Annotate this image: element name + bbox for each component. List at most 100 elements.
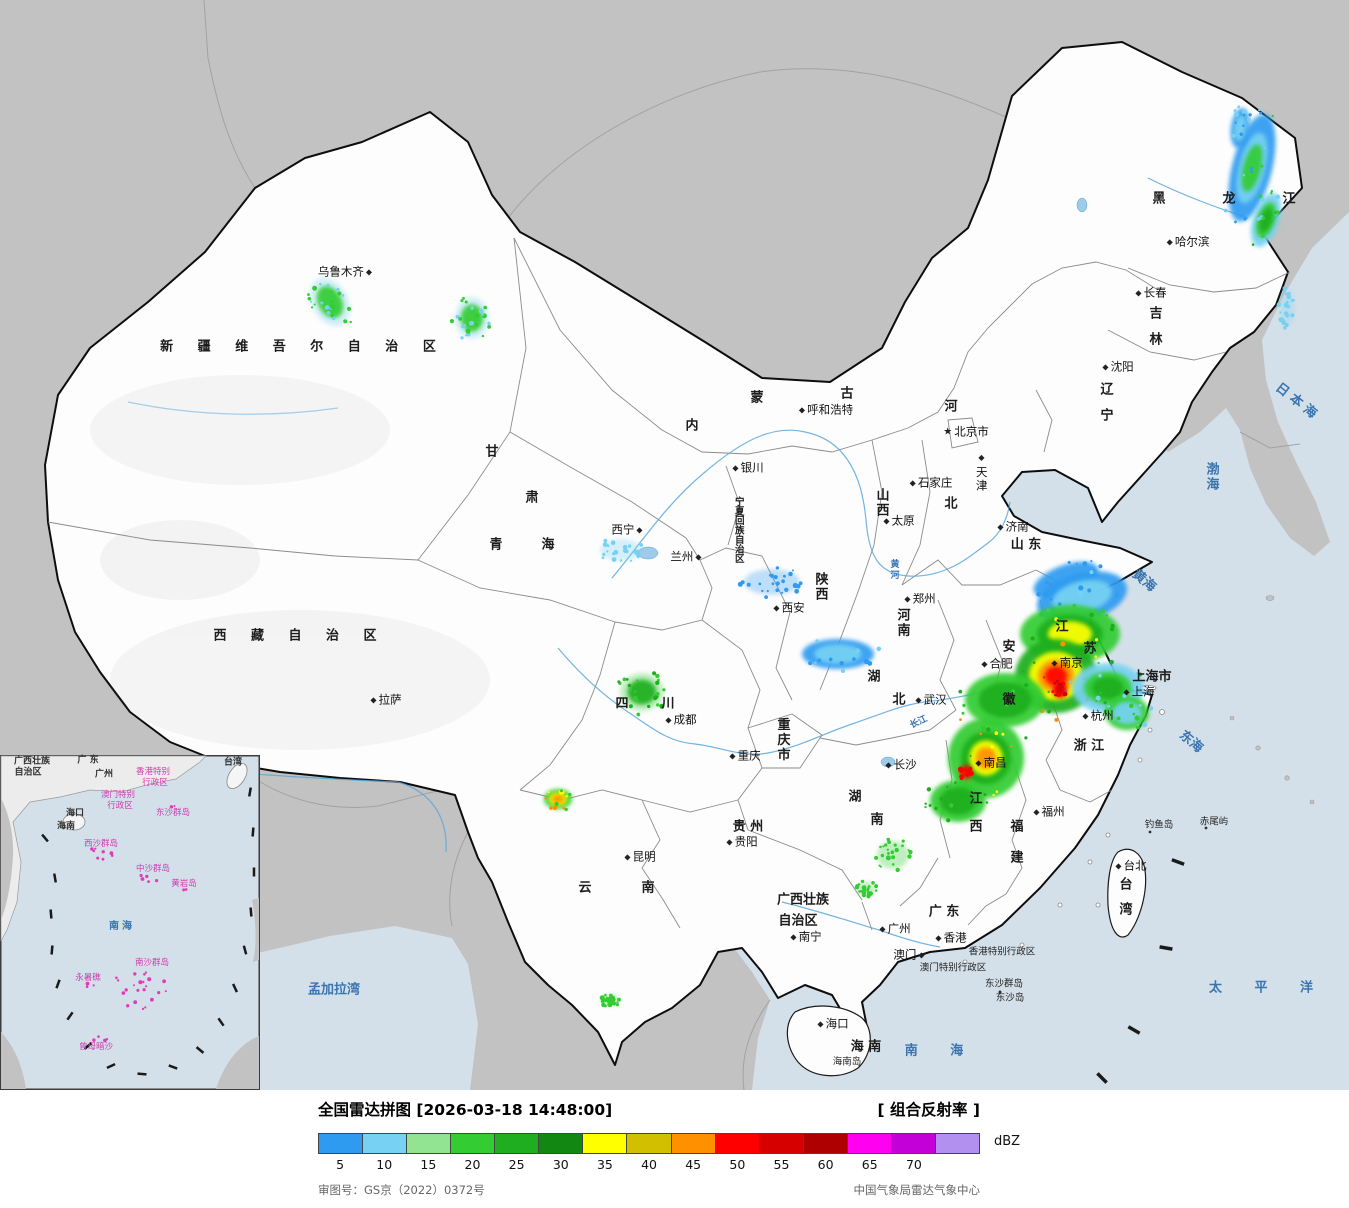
island-dot	[92, 1038, 96, 1042]
echo-speckle	[1043, 676, 1045, 679]
echo-speckle	[781, 579, 785, 584]
echo-speckle	[855, 648, 860, 654]
echo-speckle	[629, 688, 632, 692]
boundary-dash	[55, 979, 61, 989]
echo-speckle	[465, 328, 471, 334]
echo-speckle	[636, 712, 641, 717]
radar-echo-cell	[957, 765, 974, 781]
echo-speckle	[307, 293, 310, 296]
coastal-islets	[962, 685, 1165, 965]
main-boundary-dashes	[1096, 858, 1185, 1084]
island-dot	[115, 976, 118, 980]
echo-speckle	[1089, 612, 1094, 617]
echo-speckle	[1047, 690, 1050, 694]
legend-tick: 20	[464, 1157, 481, 1172]
echo-speckle	[1260, 197, 1265, 202]
echo-speckle	[1234, 121, 1237, 124]
island-dot	[97, 1035, 100, 1038]
echo-blob	[627, 679, 657, 705]
echo-speckle	[1275, 194, 1280, 200]
island-dot	[139, 873, 143, 878]
echo-speckle	[1054, 717, 1059, 722]
echo-blob	[1259, 208, 1273, 232]
inset-philippines	[252, 898, 259, 962]
echo-speckle	[1098, 564, 1103, 569]
echo-speckle	[868, 891, 873, 896]
echo-speckle	[611, 557, 617, 562]
echo-blob	[316, 285, 344, 319]
echo-speckle	[458, 317, 463, 321]
echo-speckle	[481, 313, 484, 316]
echo-speckle	[761, 589, 764, 593]
inset-vietnam	[1, 798, 14, 920]
echo-speckle	[1249, 166, 1253, 170]
color-scale-ticks: 5 10 15 20 25 30 35 40 45 50 55 60 65 70	[318, 1157, 980, 1172]
echo-speckle	[986, 727, 991, 732]
echo-speckle	[775, 581, 780, 586]
echo-blob	[1044, 666, 1068, 686]
echo-speckle	[1240, 127, 1243, 131]
inset-borneo	[216, 1036, 259, 1089]
echo-speckle	[782, 574, 786, 578]
legend-color-2	[363, 1134, 408, 1153]
island-dot	[157, 991, 161, 995]
echo-speckle	[908, 850, 913, 855]
island-dot	[121, 991, 126, 995]
echo-speckle	[879, 845, 882, 849]
terrain-shading	[90, 375, 490, 750]
echo-speckle	[1056, 692, 1061, 697]
echo-speckle	[828, 657, 833, 662]
echo-speckle	[945, 785, 949, 788]
echo-speckle	[656, 703, 660, 707]
echo-speckle	[983, 793, 987, 796]
echo-speckle	[1096, 628, 1100, 633]
inset-nine-dash-line	[41, 787, 256, 1076]
echo-speckle	[926, 787, 932, 792]
echo-speckle	[602, 552, 606, 557]
echo-speckle	[330, 290, 333, 293]
island-dot	[136, 988, 140, 992]
echo-speckle	[606, 544, 610, 547]
echo-speckle	[1105, 614, 1108, 617]
legend-tick: 60	[817, 1157, 834, 1172]
echo-speckle	[895, 867, 900, 873]
echo-speckle	[775, 566, 780, 570]
echo-blob	[1280, 290, 1294, 326]
disputed-islet-dots	[998, 826, 1208, 994]
echo-speckle	[817, 658, 822, 663]
echo-speckle	[1251, 243, 1255, 246]
echo-speckle	[768, 574, 772, 577]
echo-speckle	[861, 893, 867, 898]
legend-tick: 40	[641, 1157, 657, 1172]
echo-speckle	[1260, 164, 1264, 168]
yellow-river	[611, 429, 1011, 579]
island-dot	[155, 879, 159, 883]
south-china-sea-inset	[0, 755, 260, 1090]
echo-speckle	[326, 283, 330, 287]
legend-tick: 70	[905, 1157, 922, 1172]
inset-malay	[1, 1032, 26, 1089]
echo-speckle	[487, 325, 491, 329]
echo-speckle	[863, 658, 870, 665]
echo-speckle	[1246, 117, 1251, 122]
island-dot	[133, 972, 137, 976]
echo-speckle	[483, 305, 488, 310]
radar-echo-cell	[1276, 286, 1296, 330]
echo-speckle	[791, 569, 794, 572]
echo-speckle	[1055, 679, 1059, 683]
echo-speckle	[478, 308, 484, 314]
echo-speckle	[616, 1001, 619, 1004]
boundary-dash	[252, 867, 256, 877]
echo-speckle	[1233, 111, 1239, 117]
echo-speckle	[1135, 726, 1139, 729]
echo-speckle	[1259, 111, 1263, 115]
radar-echo-cell	[307, 277, 352, 327]
echo-speckle	[600, 999, 605, 1004]
echo-speckle	[611, 995, 615, 1000]
echo-speckle	[1094, 655, 1098, 658]
echo-speckle	[659, 703, 665, 709]
data-source: 中国气象局雷达气象中心	[853, 1183, 981, 1197]
echo-speckle	[331, 316, 336, 321]
radar-echo-cell	[1063, 659, 1144, 714]
echo-speckle	[1243, 217, 1247, 221]
